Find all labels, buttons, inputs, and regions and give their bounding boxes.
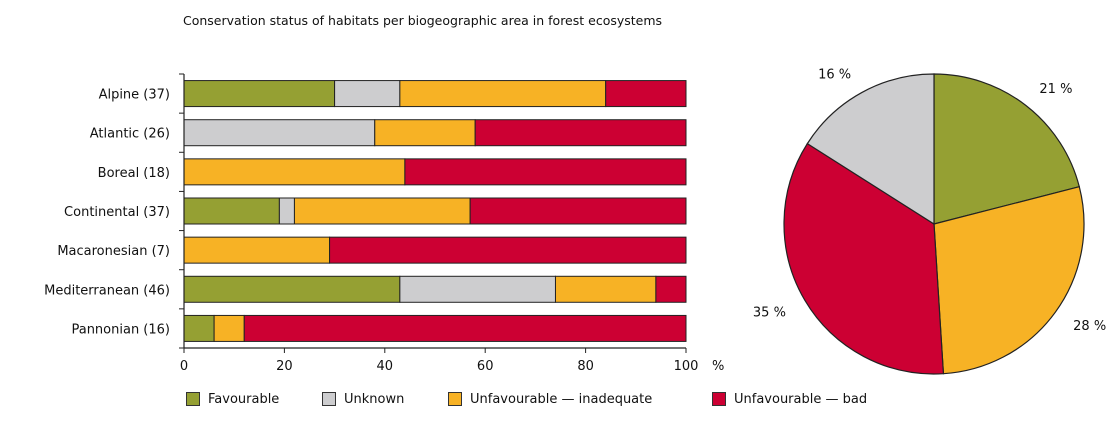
bar-segment <box>655 275 687 303</box>
pie-slice <box>806 73 935 226</box>
pie-slice-label: 21 % <box>1039 82 1072 97</box>
legend: Favourable Unknown Unfavourable — inadeq… <box>0 389 1111 409</box>
legend-item-inadequate: Unfavourable — inadequate <box>448 389 652 409</box>
legend-label: Favourable <box>208 391 280 407</box>
bar-segment <box>605 80 687 108</box>
bar-segment <box>399 275 556 303</box>
pie-slice-label: 28 % <box>1073 319 1106 334</box>
pie-slice <box>933 185 1085 375</box>
bar-segment <box>399 80 607 108</box>
category-label: Mediterranean (46) <box>44 283 170 298</box>
pie-slice-label: 35 % <box>753 306 786 321</box>
legend-item-unknown: Unknown <box>322 389 404 409</box>
legend-swatch-favourable <box>186 392 200 406</box>
pie-slice <box>783 142 945 375</box>
bar-segment <box>183 197 280 225</box>
x-tick-label: 20 <box>276 359 293 374</box>
category-label: Macaronesian (7) <box>57 244 170 259</box>
bar-segment <box>554 275 657 303</box>
legend-label: Unknown <box>344 391 405 407</box>
bar-segment <box>183 80 336 108</box>
bar-segment <box>474 119 687 147</box>
x-tick-label: 40 <box>377 359 394 374</box>
bar-segment <box>334 80 401 108</box>
legend-item-favourable: Favourable <box>186 389 279 409</box>
bar-segment <box>183 236 331 264</box>
bar-segment <box>469 197 687 225</box>
bar-segment <box>293 197 471 225</box>
x-tick-label: 100 <box>674 359 699 374</box>
bar-segment <box>183 275 401 303</box>
x-tick-label: 80 <box>577 359 594 374</box>
bar-segment <box>183 119 376 147</box>
legend-label: Unfavourable — bad <box>734 391 868 407</box>
x-tick-label: 0 <box>180 359 188 374</box>
legend-swatch-unknown <box>322 392 336 406</box>
bar-segment <box>243 314 687 342</box>
bar-segment <box>183 158 406 186</box>
bar-segment <box>183 314 215 342</box>
legend-swatch-inadequate <box>448 392 462 406</box>
category-label: Pannonian (16) <box>71 322 170 337</box>
x-unit-label: % <box>712 359 724 374</box>
pie-slice-label: 16 % <box>818 67 851 82</box>
bar-segment <box>404 158 687 186</box>
category-label: Boreal (18) <box>98 166 170 181</box>
legend-label: Unfavourable — inadequate <box>470 391 653 407</box>
bar-segment <box>374 119 476 147</box>
chart-title: Conservation status of habitats per biog… <box>183 13 663 28</box>
legend-swatch-bad <box>712 392 726 406</box>
bar-segment <box>278 197 295 225</box>
category-label: Continental (37) <box>64 205 170 220</box>
legend-item-bad: Unfavourable — bad <box>712 389 867 409</box>
bar-segment <box>329 236 687 264</box>
category-label: Atlantic (26) <box>90 127 170 142</box>
bar-segment <box>213 314 245 342</box>
category-label: Alpine (37) <box>99 88 170 103</box>
pie-slice <box>933 73 1081 225</box>
x-tick-label: 60 <box>477 359 494 374</box>
